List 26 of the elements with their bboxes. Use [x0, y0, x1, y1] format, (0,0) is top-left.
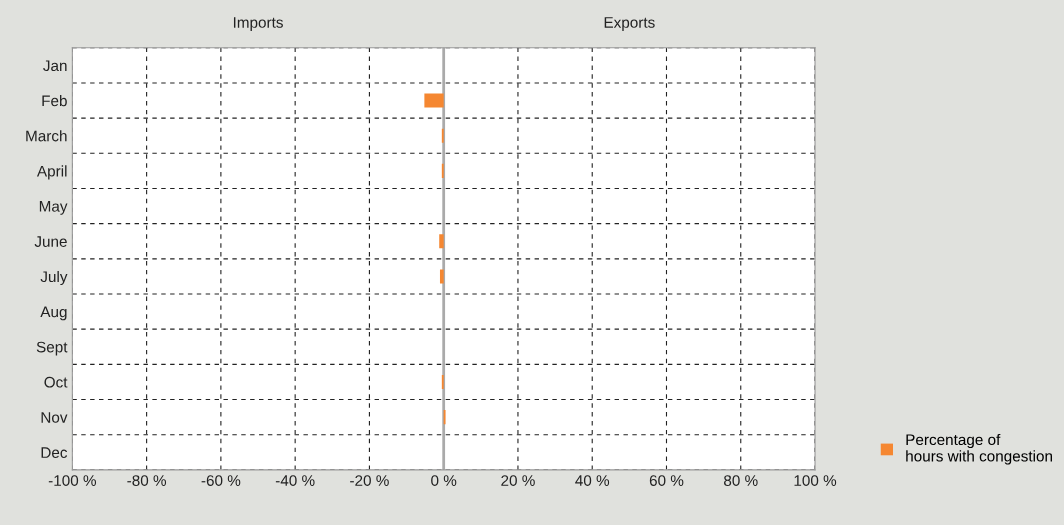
- x-tick-label: 20 %: [501, 475, 535, 486]
- y-tick-label: Jan: [43, 60, 67, 72]
- x-tick-label: 0 %: [431, 475, 457, 486]
- x-tick-label: -60 %: [201, 475, 241, 486]
- y-tick-label: Feb: [42, 95, 67, 107]
- x-tick-label: -80 %: [127, 475, 167, 486]
- x-tick-label: 40 %: [575, 475, 610, 486]
- y-tick-label: April: [36, 165, 67, 180]
- y-tick-label: Sept: [36, 341, 68, 356]
- x-tick-label: -20 %: [350, 475, 389, 486]
- y-tick-label: March: [26, 130, 67, 142]
- x-tick-label: -40 %: [275, 475, 315, 486]
- y-tick-label: Oct: [44, 376, 68, 388]
- x-tick-label: -100 %: [48, 475, 97, 486]
- y-tick-label: July: [40, 270, 68, 286]
- x-tick-label: 100 %: [794, 475, 837, 486]
- y-tick-label: May: [39, 201, 68, 215]
- legend-label: Percentage of hours with congestion: [906, 433, 1052, 465]
- y-tick-label: June: [34, 236, 67, 247]
- x-tick-label: 60 %: [649, 475, 684, 486]
- y-tick-label: Dec: [41, 447, 68, 458]
- x-tick-label: 80 %: [724, 475, 758, 486]
- text: Exports: [604, 17, 655, 31]
- y-tick-label: Aug: [40, 306, 67, 321]
- y-tick-label: Nov: [41, 412, 68, 423]
- text: Imports: [233, 17, 283, 31]
